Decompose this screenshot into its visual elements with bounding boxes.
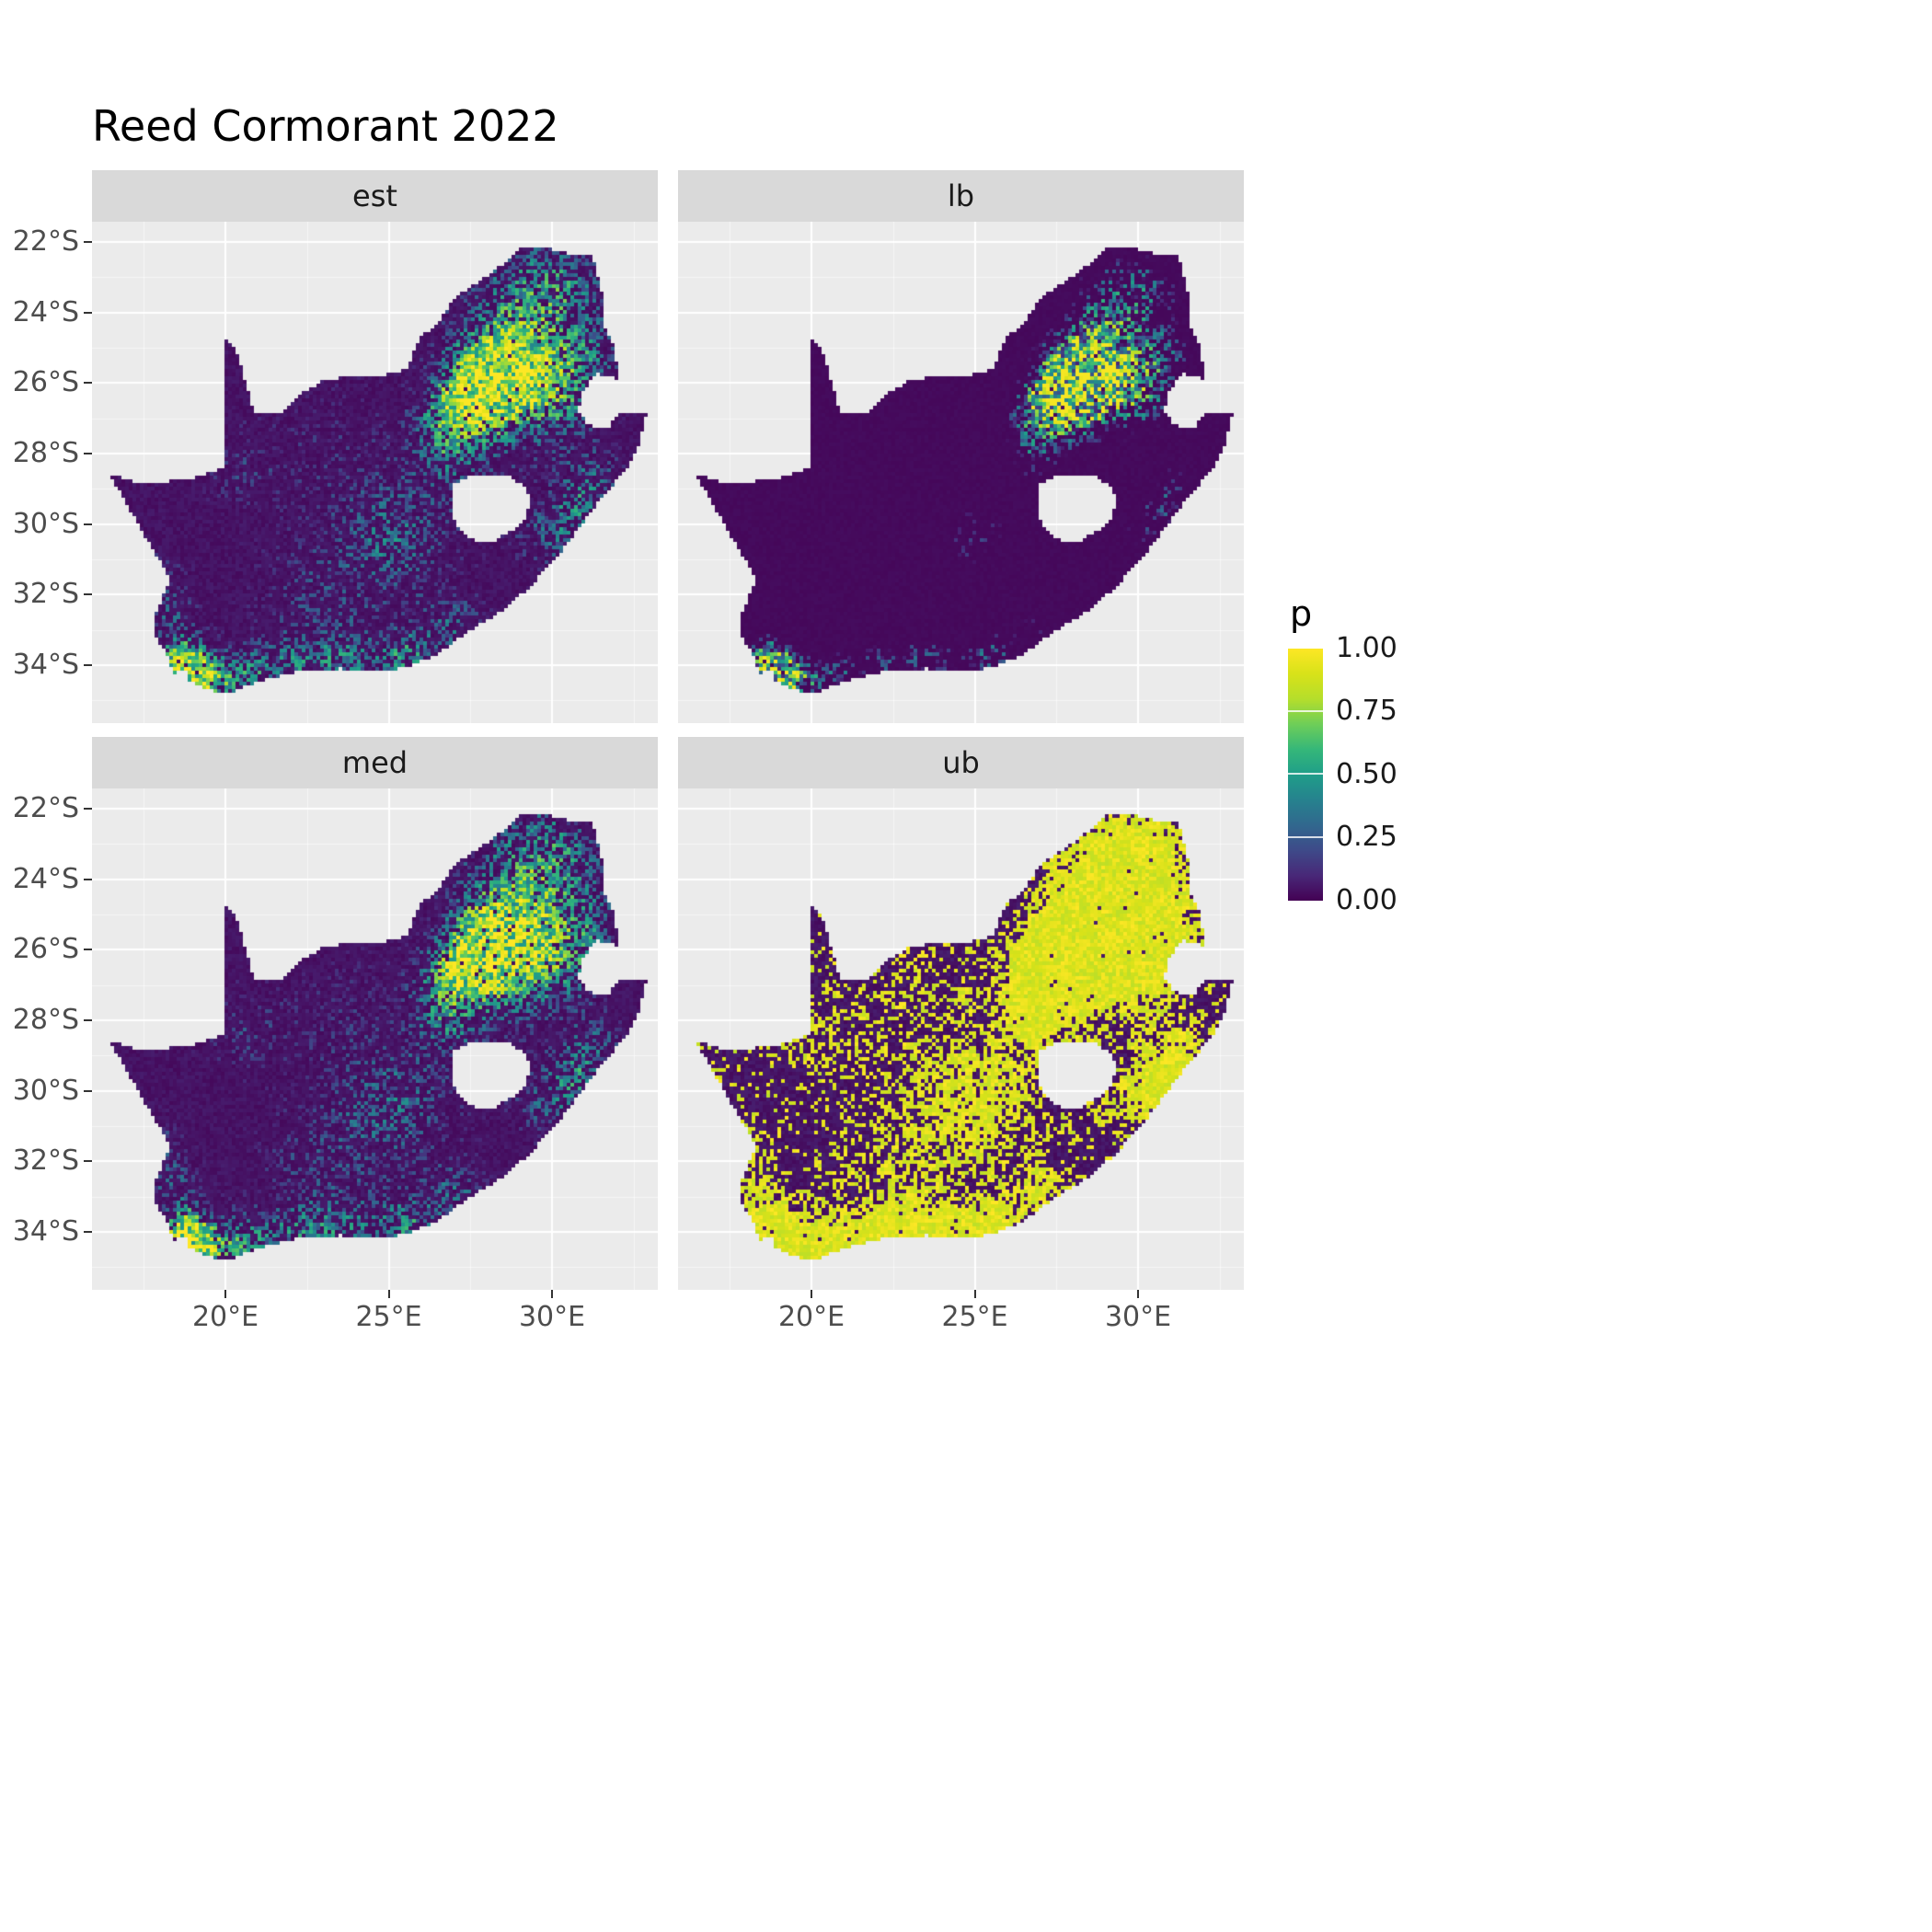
x-tick-label: 25°E	[355, 1301, 422, 1333]
y-tick-label: 22°S	[12, 224, 79, 258]
x-tick-label: 20°E	[191, 1301, 259, 1333]
x-tick-label: 25°E	[941, 1301, 1008, 1333]
legend-title: p	[1290, 593, 1313, 634]
facet-strip-lb: lb	[678, 170, 1244, 222]
y-tick-label: 28°S	[12, 1003, 79, 1036]
y-tick-label: 34°S	[12, 649, 79, 682]
legend-label-0.75: 0.75	[1336, 695, 1397, 727]
y-axis-tick	[84, 1018, 92, 1021]
y-tick-label: 26°S	[12, 366, 79, 399]
y-tick-label: 24°S	[12, 295, 79, 328]
x-axis-tick	[551, 1290, 554, 1298]
legend-label-1.00: 1.00	[1336, 632, 1397, 664]
map-panel-lb	[678, 222, 1244, 723]
x-axis-tick	[973, 1290, 976, 1298]
y-axis-tick	[84, 1231, 92, 1234]
legend-label-0.50: 0.50	[1336, 758, 1397, 790]
y-axis-tick	[84, 593, 92, 596]
y-tick-label: 30°S	[12, 1074, 79, 1107]
legend-colorbar-tick	[1288, 773, 1323, 775]
y-tick-label: 28°S	[12, 436, 79, 469]
map-panel-est	[92, 222, 658, 723]
legend-colorbar	[1288, 649, 1323, 901]
y-tick-label: 24°S	[12, 862, 79, 895]
x-tick-label: 20°E	[777, 1301, 845, 1333]
y-axis-tick	[84, 452, 92, 454]
x-tick-label: 30°E	[518, 1301, 586, 1333]
facet-strip-med: med	[92, 737, 658, 788]
map-panel-med	[92, 788, 658, 1290]
x-tick-label: 30°E	[1104, 1301, 1172, 1333]
y-axis-tick	[84, 1160, 92, 1163]
y-axis-tick	[84, 382, 92, 385]
y-tick-label: 26°S	[12, 933, 79, 966]
y-tick-label: 30°S	[12, 507, 79, 540]
y-axis-tick	[84, 949, 92, 951]
legend-label-0.00: 0.00	[1336, 884, 1397, 916]
x-axis-tick	[1137, 1290, 1140, 1298]
y-tick-label: 32°S	[12, 578, 79, 611]
y-axis-tick	[84, 311, 92, 314]
x-axis-tick	[811, 1290, 813, 1298]
y-axis-tick	[84, 664, 92, 667]
chart-title: Reed Cormorant 2022	[92, 101, 559, 151]
y-tick-label: 34°S	[12, 1215, 79, 1248]
y-tick-label: 22°S	[12, 791, 79, 824]
y-tick-label: 32°S	[12, 1144, 79, 1178]
y-axis-tick	[84, 523, 92, 525]
legend-colorbar-tick	[1288, 836, 1323, 838]
y-axis-tick	[84, 1089, 92, 1092]
legend-colorbar-tick	[1288, 710, 1323, 712]
x-axis-tick	[224, 1290, 227, 1298]
map-panel-ub	[678, 788, 1244, 1290]
y-axis-tick	[84, 807, 92, 810]
y-axis-tick	[84, 878, 92, 880]
facet-strip-est: est	[92, 170, 658, 222]
y-axis-tick	[84, 240, 92, 243]
facet-strip-ub: ub	[678, 737, 1244, 788]
x-axis-tick	[387, 1290, 390, 1298]
legend-label-0.25: 0.25	[1336, 821, 1397, 853]
